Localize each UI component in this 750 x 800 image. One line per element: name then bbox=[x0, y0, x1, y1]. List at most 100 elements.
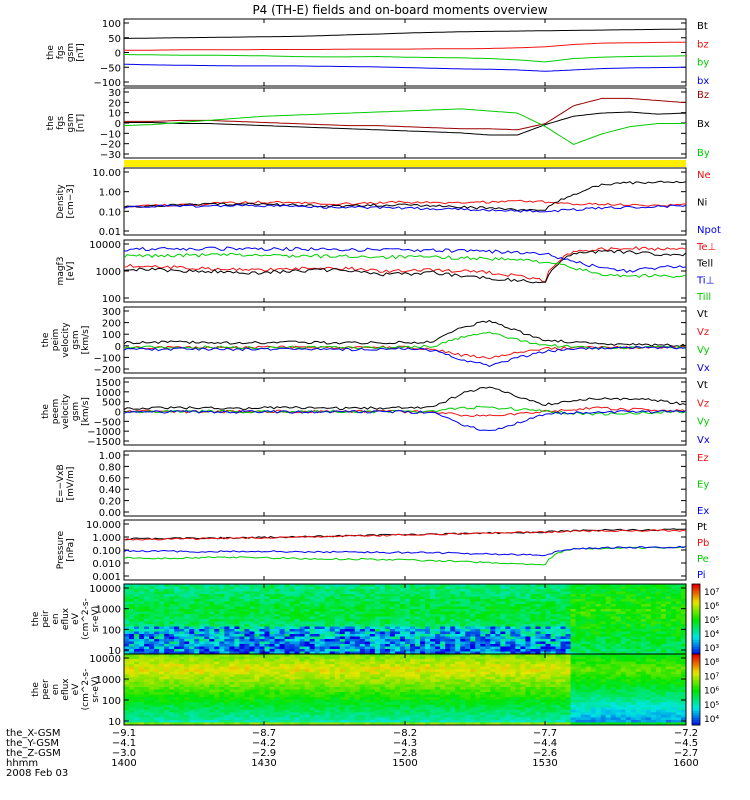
heatmap-cell bbox=[329, 589, 336, 592]
heatmap-cell bbox=[430, 629, 436, 632]
heatmap-cell bbox=[249, 714, 255, 718]
heatmap-cell bbox=[164, 712, 170, 716]
heatmap-cell bbox=[354, 584, 361, 587]
heatmap-cell bbox=[254, 681, 260, 685]
heatmap-cell bbox=[364, 694, 371, 698]
heatmap-cell bbox=[314, 611, 321, 615]
heatmap-cell bbox=[510, 621, 516, 625]
heatmap-cell bbox=[309, 676, 316, 680]
heatmap-cell bbox=[660, 614, 667, 617]
heatmap-cell bbox=[394, 621, 401, 625]
heatmap-cell bbox=[440, 606, 446, 610]
heatmap-cell bbox=[164, 709, 170, 713]
heatmap-cell bbox=[214, 674, 220, 678]
heatmap-cell bbox=[410, 591, 416, 595]
heatmap-cell bbox=[485, 629, 491, 632]
heatmap-cell bbox=[154, 591, 160, 595]
heatmap-cell bbox=[254, 614, 260, 617]
heatmap-cell bbox=[495, 604, 501, 607]
heatmap-cell bbox=[379, 624, 386, 627]
heatmap-cell bbox=[445, 616, 451, 620]
heatmap-cell bbox=[410, 604, 416, 607]
y-axis-label-line: fgs bbox=[56, 45, 66, 59]
heatmap-cell bbox=[284, 707, 291, 711]
heatmap-cell bbox=[480, 631, 486, 635]
heatmap-cell bbox=[510, 624, 516, 627]
heatmap-cell bbox=[314, 649, 321, 652]
heatmap-cell bbox=[545, 649, 552, 652]
heatmap-cell bbox=[304, 661, 311, 665]
heatmap-cell bbox=[129, 717, 135, 721]
heatmap-cell bbox=[420, 611, 426, 615]
heatmap-cell bbox=[359, 689, 366, 693]
heatmap-cell bbox=[460, 651, 466, 655]
heatmap-cell bbox=[565, 619, 572, 622]
heatmap-cell bbox=[530, 629, 536, 632]
heatmap-cell bbox=[470, 594, 476, 597]
heatmap-cell bbox=[194, 654, 200, 658]
heatmap-cell bbox=[455, 586, 461, 590]
heatmap-cell bbox=[465, 629, 471, 632]
heatmap-cell bbox=[269, 591, 276, 595]
heatmap-cell bbox=[264, 717, 271, 721]
panel-frame bbox=[123, 18, 687, 87]
heatmap-cell bbox=[470, 651, 476, 655]
heatmap-cell bbox=[374, 609, 381, 612]
heatmap-cell bbox=[605, 626, 612, 630]
colorbar-swatch bbox=[692, 600, 700, 604]
heatmap-cell bbox=[299, 599, 306, 602]
heatmap-cell bbox=[259, 684, 265, 688]
heatmap-cell bbox=[309, 669, 316, 673]
heatmap-cell bbox=[369, 689, 376, 693]
heatmap-cell bbox=[364, 636, 371, 640]
heatmap-cell bbox=[344, 702, 351, 706]
heatmap-cell bbox=[134, 629, 140, 632]
heatmap-cell bbox=[199, 646, 205, 650]
heatmap-cell bbox=[374, 599, 381, 602]
heatmap-cell bbox=[174, 666, 180, 670]
heatmap-cell bbox=[159, 669, 165, 673]
heatmap-cell bbox=[229, 626, 235, 630]
heatmap-cell bbox=[154, 584, 160, 587]
heatmap-cell bbox=[149, 586, 155, 590]
heatmap-cell bbox=[194, 679, 200, 683]
heatmap-cell bbox=[605, 611, 612, 615]
heatmap-cell bbox=[279, 681, 286, 685]
heatmap-cell bbox=[219, 591, 225, 595]
heatmap-cell bbox=[585, 611, 592, 615]
heatmap-cell bbox=[354, 611, 361, 615]
heatmap-cell bbox=[149, 679, 155, 683]
heatmap-cell bbox=[405, 646, 411, 650]
heatmap-cell bbox=[505, 644, 511, 647]
heatmap-cell bbox=[209, 609, 215, 612]
heatmap-cell bbox=[440, 646, 446, 650]
heatmap-cell bbox=[289, 714, 296, 718]
heatmap-cell bbox=[284, 681, 291, 685]
heatmap-cell bbox=[149, 694, 155, 698]
heatmap-cell bbox=[470, 639, 476, 642]
heatmap-cell bbox=[209, 601, 215, 605]
heatmap-cell bbox=[640, 634, 647, 637]
heatmap-cell bbox=[324, 679, 331, 683]
heatmap-cell bbox=[234, 649, 240, 652]
heatmap-cell bbox=[545, 639, 552, 642]
heatmap-cell bbox=[189, 601, 195, 605]
heatmap-cell bbox=[284, 644, 291, 647]
heatmap-cell bbox=[244, 712, 250, 716]
heatmap-cell bbox=[219, 614, 225, 617]
heatmap-cell bbox=[585, 609, 592, 612]
heatmap-cell bbox=[465, 616, 471, 620]
heatmap-cell bbox=[159, 697, 165, 701]
heatmap-cell bbox=[570, 609, 577, 612]
heatmap-cell bbox=[194, 651, 200, 655]
heatmap-cell bbox=[420, 596, 426, 600]
heatmap-cell bbox=[675, 584, 682, 587]
heatmap-cell bbox=[465, 601, 471, 605]
heatmap-cell bbox=[264, 694, 271, 698]
heatmap-cell bbox=[520, 624, 526, 627]
heatmap-cell bbox=[475, 594, 481, 597]
heatmap-cell bbox=[199, 651, 205, 655]
heatmap-cell bbox=[254, 584, 260, 587]
heatmap-cell bbox=[224, 692, 230, 696]
